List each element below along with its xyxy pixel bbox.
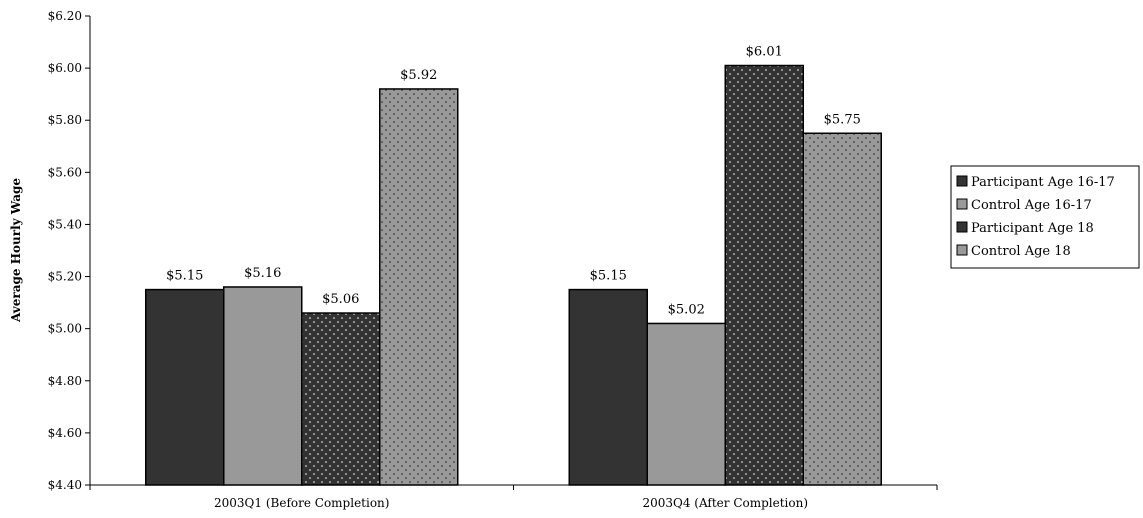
- legend-swatch: [956, 244, 968, 256]
- y-tick-label: $5.40: [48, 217, 82, 231]
- y-tick-label: $6.00: [48, 61, 82, 75]
- data-label: $5.06: [322, 292, 359, 307]
- legend-entry: Control Age 18: [971, 244, 1071, 259]
- data-label: $5.15: [166, 269, 203, 284]
- y-tick-label: $4.60: [48, 426, 82, 440]
- x-tick-label: 2003Q1 (Before Completion): [214, 496, 389, 510]
- data-label: $5.15: [590, 269, 627, 284]
- bars: $5.15 $5.16 $5.06 $5.92 $5.15 $5.02 $6.01 $5.75: [145, 45, 882, 486]
- legend-entry: Control Age 16-17: [971, 198, 1092, 213]
- axes: $4.40 $4.60 $4.80 $5.00 $5.20 $5.40 $5.60 $5.80…: [48, 9, 938, 510]
- bar: [802, 132, 882, 486]
- legend-entry: Participant Age 16-17: [971, 175, 1115, 190]
- y-tick-label: $5.80: [48, 113, 82, 127]
- data-label: $5.02: [668, 302, 705, 317]
- bar: [646, 322, 726, 486]
- y-tick-label: $5.60: [48, 165, 82, 179]
- legend-swatch: [956, 198, 968, 210]
- bar: [379, 88, 459, 486]
- legend: Participant Age 16-17 Control Age 16-17 Pa…: [950, 165, 1140, 269]
- y-tick-label: $4.40: [48, 478, 82, 492]
- y-tick-label: $4.80: [48, 374, 82, 388]
- x-tick-label: 2003Q4 (After Completion): [642, 496, 808, 510]
- y-axis-label: Average Hourly Wage: [9, 178, 23, 323]
- legend-box: [950, 165, 1140, 269]
- legend-swatch: [956, 221, 968, 233]
- legend-swatch: [956, 175, 968, 187]
- y-tick-label: $5.00: [48, 322, 82, 336]
- bar: [568, 288, 648, 486]
- bar: [145, 288, 225, 486]
- y-tick-label: $5.20: [48, 270, 82, 284]
- bar: [724, 64, 804, 486]
- data-label: $5.16: [244, 266, 281, 281]
- data-label: $5.75: [824, 112, 861, 127]
- y-tick-label: $6.20: [48, 9, 82, 23]
- data-label: $6.01: [746, 45, 783, 60]
- bar: [223, 286, 303, 486]
- bar: [301, 312, 381, 486]
- legend-entry: Participant Age 18: [971, 221, 1094, 236]
- data-label: $5.92: [400, 68, 437, 83]
